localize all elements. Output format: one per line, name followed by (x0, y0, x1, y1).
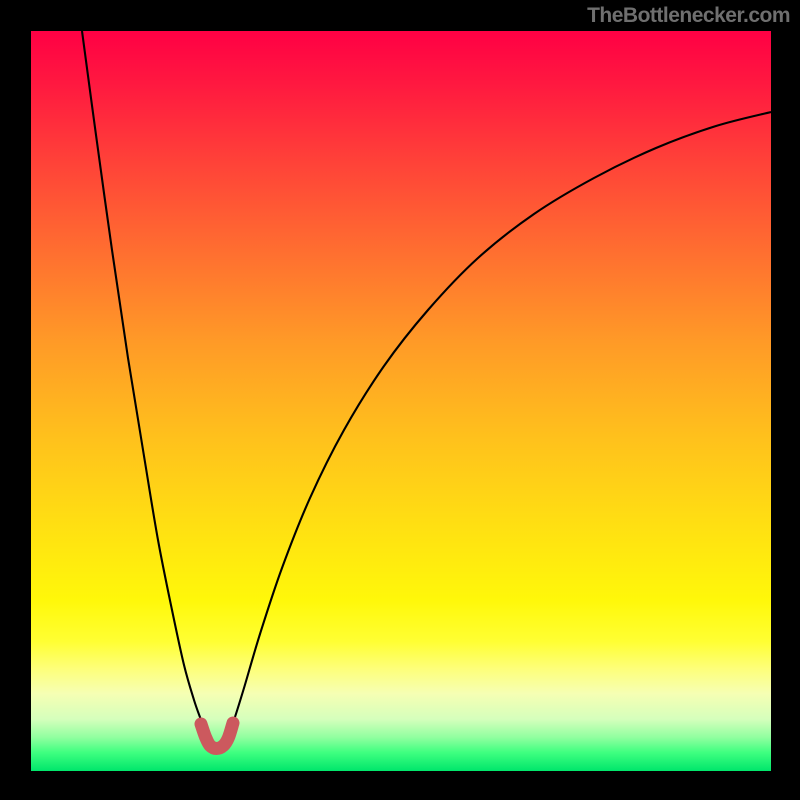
watermark-text: TheBottlenecker.com (587, 4, 790, 28)
gradient-background (31, 31, 771, 771)
bottleneck-chart (0, 0, 800, 800)
